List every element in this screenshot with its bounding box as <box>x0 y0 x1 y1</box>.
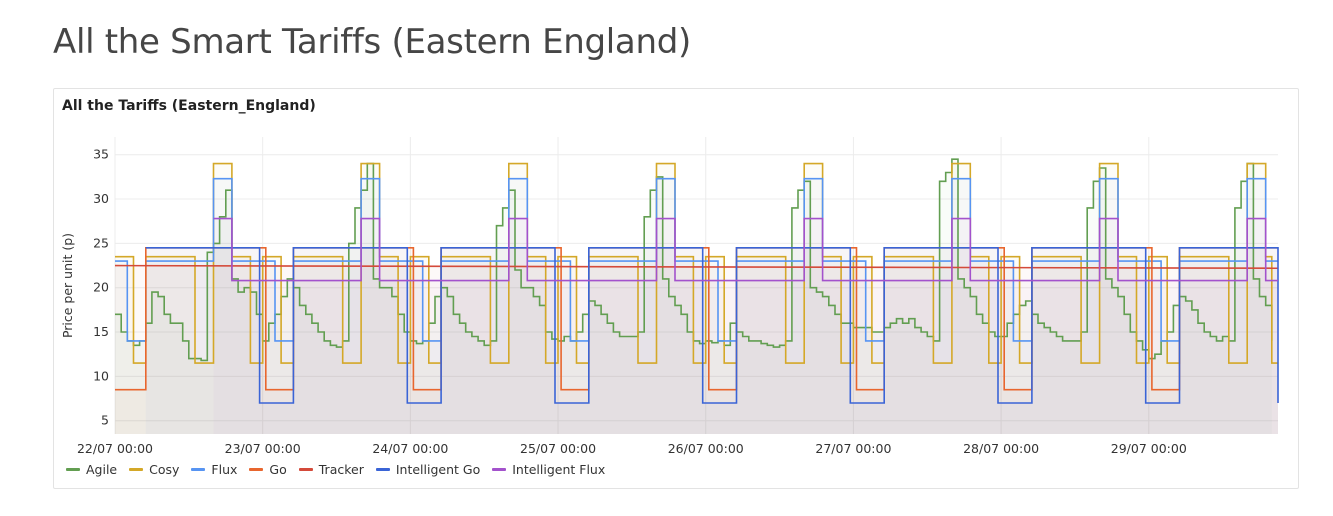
x-tick-label: 26/07 00:00 <box>668 441 744 456</box>
legend-item-intelligent-flux[interactable]: Intelligent Flux <box>492 462 605 477</box>
x-tick-label: 29/07 00:00 <box>1111 441 1187 456</box>
series-lines <box>114 158 1279 404</box>
x-tick-label: 24/07 00:00 <box>372 441 448 456</box>
legend-item-agile[interactable]: Agile <box>66 462 117 477</box>
legend-item-go[interactable]: Go <box>249 461 287 477</box>
legend-item-cosy[interactable]: Cosy <box>129 462 179 477</box>
legend-swatch <box>298 467 313 471</box>
legend-label: Agile <box>86 461 118 477</box>
page-title: All the Smart Tariffs (Eastern England) <box>53 22 691 62</box>
x-tick-label: 27/07 00:00 <box>815 441 891 456</box>
y-tick-label: 10 <box>93 368 109 383</box>
panel-title: All the Tariffs (Eastern_England) <box>62 98 316 114</box>
legend-label: Intelligent Flux <box>512 461 606 477</box>
x-tick-label: 25/07 00:00 <box>520 441 596 456</box>
y-tick-label: 5 <box>101 413 109 428</box>
series-line-intelligent-go <box>145 247 1279 404</box>
y-tick-label: 20 <box>93 280 109 295</box>
series-line-tracker <box>114 264 1279 269</box>
legend-label: Tracker <box>318 461 364 477</box>
legend-label: Go <box>269 461 287 477</box>
series-line-flux <box>115 177 1278 342</box>
legend-swatch <box>66 467 80 471</box>
x-axis-ticks: 22/07 00:00 23/07 00:00 24/07 00:00 25/07 0… <box>77 441 1187 456</box>
legend-item-flux[interactable]: Flux <box>191 462 237 477</box>
legend-swatch <box>492 467 507 471</box>
y-axis-title: Price per unit (p) <box>60 233 75 338</box>
x-tick-label: 23/07 00:00 <box>225 441 301 456</box>
series-line-cosy <box>115 162 1278 364</box>
legend-swatch <box>249 467 264 471</box>
y-tick-label: 35 <box>93 147 109 162</box>
legend-swatch <box>191 467 206 471</box>
y-tick-label: 30 <box>93 191 109 206</box>
y-axis-ticks: 5 10 15 20 25 30 35 <box>93 147 109 428</box>
legend-label: Intelligent Go <box>395 461 481 477</box>
legend-label: Flux <box>211 461 238 477</box>
chart-legend: Agile Cosy Flux Go Tracker Intelligent Go Inte… <box>66 461 605 477</box>
x-tick-label: 22/07 00:00 <box>77 441 153 456</box>
y-tick-label: 15 <box>93 324 109 339</box>
y-tick-label: 25 <box>93 235 109 250</box>
series-fills <box>115 159 1278 434</box>
x-tick-label: 28/07 00:00 <box>963 441 1039 456</box>
legend-item-intelligent-go[interactable]: Intelligent Go <box>375 461 481 477</box>
legend-swatch <box>129 467 144 471</box>
legend-swatch <box>375 467 390 471</box>
legend-label: Cosy <box>149 461 180 477</box>
legend-item-tracker[interactable]: Tracker <box>298 461 364 477</box>
series-line-intelligent-flux <box>213 217 1278 282</box>
